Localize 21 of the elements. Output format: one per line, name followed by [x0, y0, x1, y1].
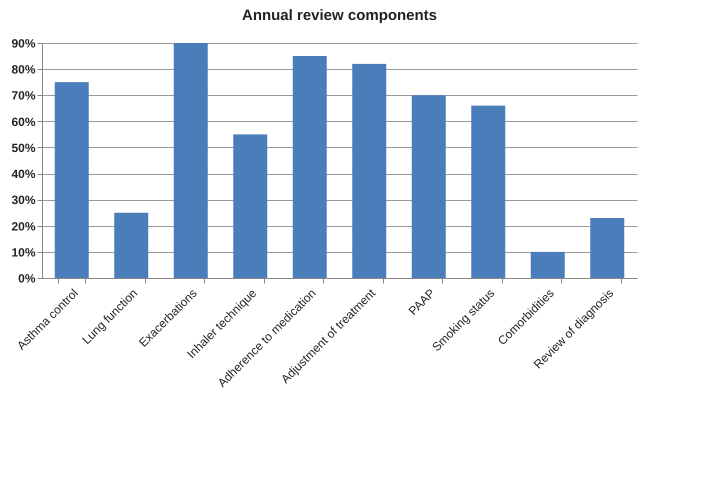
chart-title: Annual review components [242, 7, 438, 24]
y-tick-label: 50% [11, 140, 36, 155]
bar [590, 218, 624, 278]
y-tick-label: 10% [11, 245, 36, 260]
y-tick-label: 40% [11, 167, 36, 182]
y-tick-label: 60% [11, 114, 36, 129]
bar [174, 43, 208, 278]
y-tick-label: 80% [11, 62, 36, 77]
y-tick-label: 90% [11, 36, 36, 50]
y-tick-label: 30% [11, 193, 36, 208]
y-tick-label: 20% [11, 219, 36, 234]
bar [114, 212, 148, 278]
bar [352, 64, 386, 278]
bar [292, 56, 327, 278]
bar [530, 252, 565, 278]
y-tick-label: 0% [18, 272, 36, 286]
y-tick-label: 70% [11, 88, 36, 103]
bar [471, 106, 506, 278]
bar [233, 134, 268, 278]
bar [54, 82, 89, 278]
bar [412, 95, 446, 278]
